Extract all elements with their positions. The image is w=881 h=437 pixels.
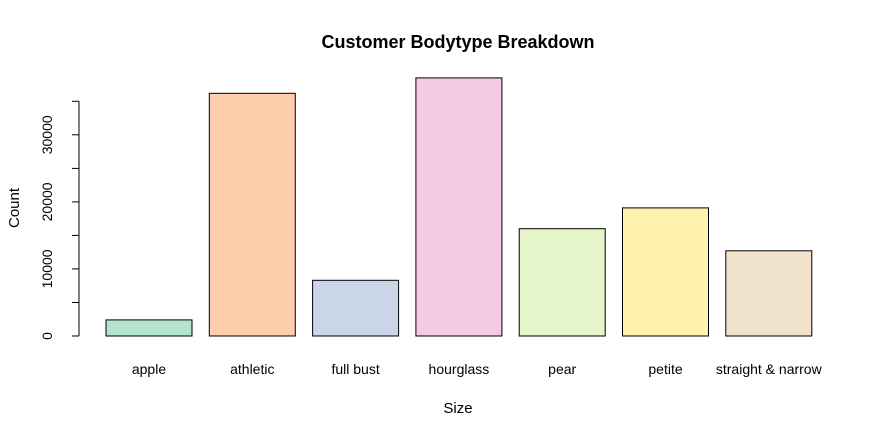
category-label: pear: [548, 361, 576, 377]
category-label: athletic: [230, 361, 274, 377]
y-tick-label: 20000: [39, 182, 55, 221]
category-label: petite: [648, 361, 682, 377]
bar-athletic: [208, 92, 296, 337]
y-tick-label: 0: [39, 332, 55, 340]
bars-group: [105, 77, 813, 337]
bar-hourglass: [415, 77, 503, 337]
category-label: apple: [132, 361, 166, 377]
y-tick-label: 10000: [39, 249, 55, 288]
x-axis-label: Size: [443, 400, 472, 417]
bar-apple: [105, 319, 193, 337]
category-labels-group: apple athletic full bust hourglass pear petit…: [132, 361, 823, 377]
category-label: hourglass: [429, 361, 490, 377]
category-label: straight & narrow: [716, 361, 823, 377]
bar-straight-narrow: [725, 250, 813, 337]
category-label: full bust: [331, 361, 379, 377]
bar-petite: [622, 207, 709, 337]
chart-title: Customer Bodytype Breakdown: [321, 32, 594, 52]
y-axis: 0 10000 20000 30000: [39, 100, 80, 340]
bar-full-bust: [312, 279, 400, 337]
y-tick-label: 30000: [39, 115, 55, 154]
y-axis-label: Count: [6, 187, 23, 228]
bar-pear: [518, 228, 606, 337]
